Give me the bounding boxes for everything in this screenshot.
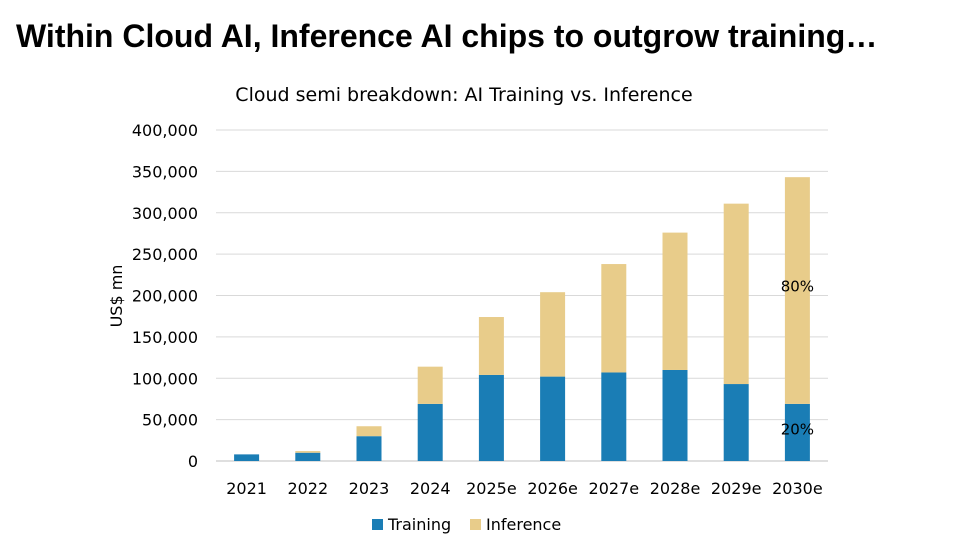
annotation-label: 80%: [781, 277, 814, 295]
y-tick-labels: 0 50,000 100,000 150,000 200,000 250,000 300,0…: [132, 121, 198, 471]
bar-training: [478, 374, 504, 461]
legend-label-training: Training: [387, 515, 451, 534]
bar-training: [784, 403, 810, 461]
legend-swatch-inference: [470, 519, 481, 530]
x-tick-label: 2025e: [466, 479, 517, 498]
y-axis-label: US$ mn: [107, 265, 126, 328]
x-tick-label: 2029e: [711, 479, 762, 498]
x-tick-label: 2030e: [772, 479, 823, 498]
bar-inference: [723, 203, 749, 385]
x-tick-label: 2028e: [650, 479, 701, 498]
annotation-label: 20%: [781, 421, 814, 439]
bar-training: [295, 452, 321, 461]
y-tick-label: 400,000: [132, 121, 198, 140]
chart-title: Cloud semi breakdown: AI Training vs. In…: [235, 84, 692, 106]
bar-training: [417, 403, 443, 461]
bar-inference: [662, 232, 688, 370]
y-tick-label: 350,000: [132, 162, 198, 181]
x-tick-label: 2021: [226, 479, 267, 498]
y-tick-label: 200,000: [132, 287, 198, 306]
y-tick-label: 150,000: [132, 328, 198, 347]
x-tick-labels: 2021 2022 2023 2024 2025e 2026e 2027e 2028e 2029…: [226, 479, 822, 498]
legend: Training Inference: [372, 515, 561, 534]
bar-training: [540, 376, 566, 461]
headline: Within Cloud AI, Inference AI chips to o…: [16, 18, 878, 54]
bar-inference: [356, 426, 382, 437]
bar-inference: [540, 292, 566, 377]
legend-label-inference: Inference: [486, 515, 561, 534]
y-tick-label: 250,000: [132, 245, 198, 264]
y-tick-label: 50,000: [142, 411, 198, 430]
x-tick-label: 2026e: [527, 479, 578, 498]
x-tick-label: 2024: [410, 479, 451, 498]
bars: [234, 177, 810, 461]
legend-swatch-training: [372, 519, 383, 530]
x-tick-label: 2022: [287, 479, 328, 498]
bar-inference: [478, 317, 504, 375]
bar-training: [723, 384, 749, 461]
bar-training: [234, 454, 260, 461]
bar-inference: [601, 264, 627, 373]
annotations: 80% 20%: [781, 277, 814, 438]
bar-inference: [784, 177, 810, 404]
y-tick-label: 0: [188, 452, 198, 471]
bar-inference: [295, 451, 321, 453]
bar-inference: [417, 366, 443, 404]
x-tick-label: 2023: [349, 479, 390, 498]
y-tick-label: 300,000: [132, 204, 198, 223]
y-tick-label: 100,000: [132, 369, 198, 388]
x-tick-label: 2027e: [589, 479, 640, 498]
bar-training: [662, 369, 688, 461]
bar-training: [601, 372, 627, 461]
bar-training: [356, 436, 382, 461]
